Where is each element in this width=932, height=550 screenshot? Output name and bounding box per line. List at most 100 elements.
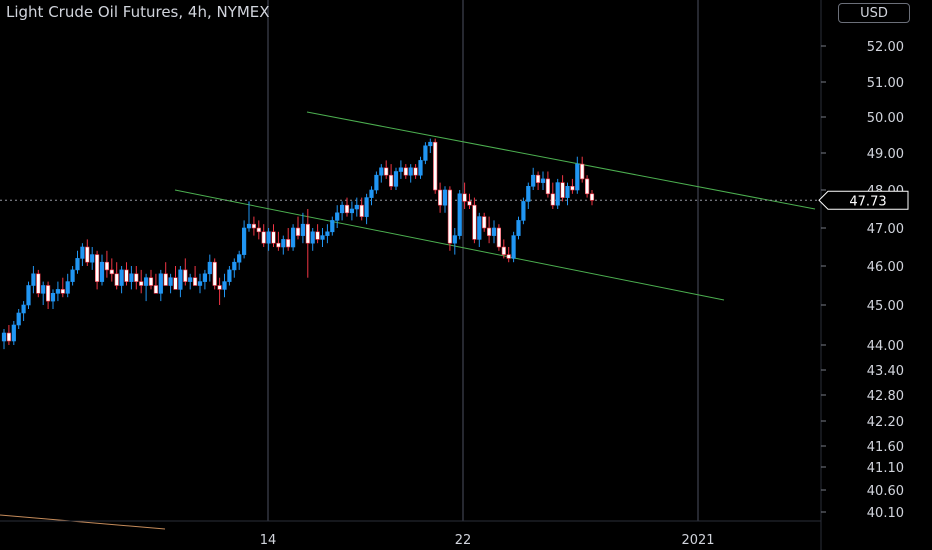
candle bbox=[349, 201, 355, 221]
candle bbox=[80, 243, 85, 266]
candle-body bbox=[560, 182, 565, 198]
candle bbox=[75, 250, 80, 274]
candle bbox=[41, 281, 46, 305]
candle bbox=[95, 250, 100, 290]
price-label: 50.00 bbox=[867, 111, 904, 126]
price-label: 45.00 bbox=[867, 299, 904, 314]
candle-body bbox=[95, 254, 100, 282]
candle bbox=[1, 329, 7, 350]
candle-body bbox=[437, 189, 443, 206]
time-label: 2021 bbox=[681, 533, 714, 548]
price-label: 42.20 bbox=[867, 415, 904, 430]
candle bbox=[589, 190, 595, 206]
currency-button[interactable]: USD bbox=[838, 3, 910, 23]
candle bbox=[163, 262, 168, 286]
candle-body bbox=[584, 178, 590, 195]
candle bbox=[575, 156, 580, 194]
candle bbox=[60, 277, 65, 298]
candle-body bbox=[545, 178, 550, 195]
candle bbox=[418, 156, 423, 179]
candle bbox=[11, 321, 16, 345]
candle-body bbox=[521, 201, 526, 221]
candle bbox=[330, 216, 335, 236]
candle bbox=[388, 164, 394, 190]
candle bbox=[320, 228, 325, 247]
candle-body bbox=[1, 332, 7, 342]
candle bbox=[197, 273, 203, 294]
candle-body bbox=[139, 281, 144, 286]
candles bbox=[1, 138, 595, 350]
candle-body bbox=[90, 254, 95, 263]
price-label: 46.00 bbox=[867, 260, 904, 275]
candle bbox=[526, 182, 531, 209]
candle bbox=[447, 186, 453, 251]
candle bbox=[222, 273, 227, 298]
candle-body bbox=[290, 227, 296, 248]
candle bbox=[540, 171, 546, 190]
candle-body bbox=[531, 174, 536, 187]
candle-body bbox=[310, 231, 315, 244]
candle bbox=[158, 269, 163, 302]
candle bbox=[242, 220, 247, 259]
candle bbox=[227, 266, 232, 286]
candle-body bbox=[462, 193, 467, 202]
candle-body bbox=[104, 261, 109, 271]
candle bbox=[193, 266, 198, 286]
candle-body bbox=[11, 324, 16, 342]
candle bbox=[173, 266, 178, 290]
candle bbox=[21, 301, 26, 321]
candle-body bbox=[26, 285, 31, 306]
candle bbox=[359, 197, 364, 221]
candle-body bbox=[403, 167, 408, 176]
candle-body bbox=[6, 332, 11, 342]
candle-body bbox=[359, 204, 364, 217]
candle-body bbox=[178, 269, 183, 290]
candle bbox=[413, 164, 418, 179]
candle bbox=[550, 182, 555, 209]
old-trendline bbox=[0, 514, 166, 530]
candle bbox=[237, 250, 242, 270]
candle-body bbox=[325, 231, 330, 236]
candle bbox=[212, 258, 217, 290]
candle-body bbox=[447, 189, 453, 244]
candle bbox=[496, 224, 502, 251]
candle-body bbox=[232, 261, 237, 271]
candle bbox=[16, 309, 21, 329]
candle bbox=[442, 186, 448, 213]
candle bbox=[315, 224, 320, 244]
candle-body bbox=[575, 163, 580, 191]
candle-body bbox=[580, 163, 585, 180]
candle-body bbox=[222, 281, 227, 290]
price-label: 41.10 bbox=[867, 461, 904, 476]
candle bbox=[555, 178, 560, 209]
candle-body bbox=[109, 269, 114, 275]
candle bbox=[305, 209, 310, 278]
candle bbox=[139, 269, 144, 294]
candle bbox=[178, 266, 183, 298]
candle-body bbox=[565, 186, 570, 198]
candle-body bbox=[227, 269, 232, 282]
candle bbox=[55, 281, 60, 302]
candle bbox=[516, 216, 521, 240]
candle-body bbox=[589, 193, 595, 201]
candle bbox=[398, 160, 404, 179]
candle bbox=[560, 175, 565, 202]
candle-body bbox=[516, 220, 521, 236]
candle bbox=[452, 228, 457, 255]
candle-body bbox=[300, 223, 306, 236]
candle bbox=[6, 325, 11, 345]
price-label: 52.00 bbox=[867, 40, 904, 55]
candle-body bbox=[85, 246, 90, 263]
candle bbox=[403, 164, 408, 179]
candle bbox=[50, 289, 56, 309]
last-price-box bbox=[818, 190, 909, 210]
price-label: 51.00 bbox=[867, 76, 904, 91]
candle bbox=[90, 247, 95, 270]
candle bbox=[521, 197, 526, 225]
candle-body bbox=[207, 261, 212, 275]
candle-body bbox=[433, 141, 438, 191]
candle bbox=[183, 258, 188, 286]
candle bbox=[535, 171, 541, 190]
candle-body bbox=[452, 235, 457, 244]
